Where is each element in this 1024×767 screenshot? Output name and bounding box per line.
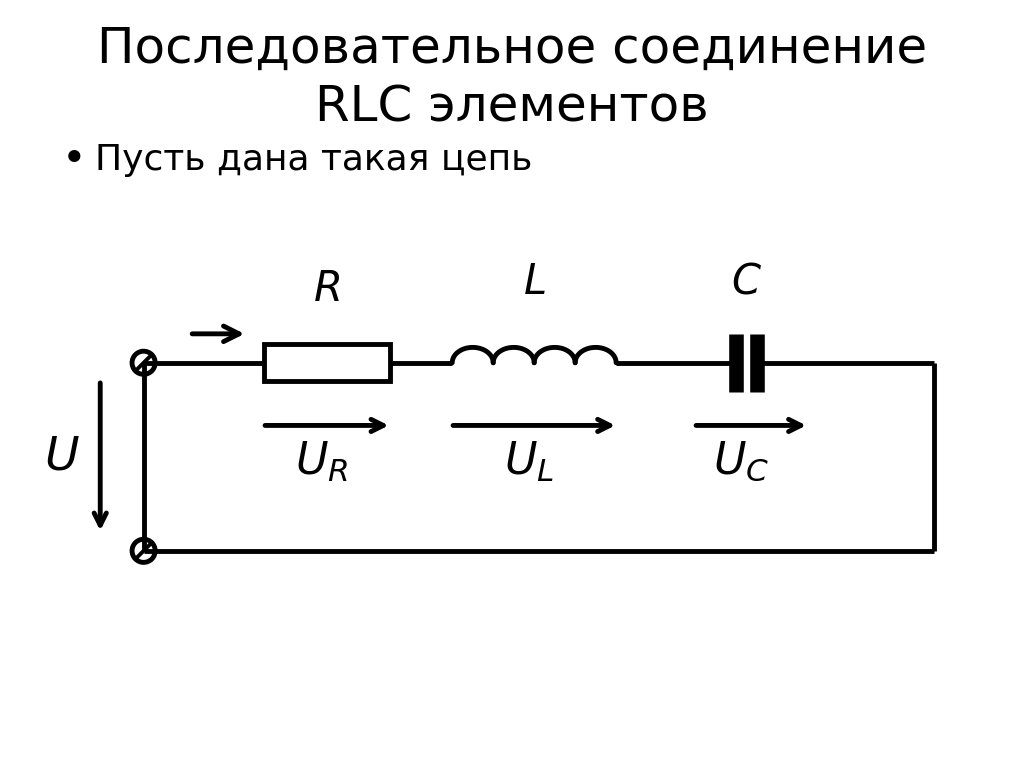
- Text: $U_C$: $U_C$: [714, 440, 770, 483]
- Text: Последовательное соединение: Последовательное соединение: [97, 25, 927, 74]
- Text: $C$: $C$: [731, 261, 762, 303]
- Text: $R$: $R$: [313, 268, 340, 310]
- Bar: [264, 344, 389, 381]
- Text: $L$: $L$: [523, 261, 546, 303]
- Text: •: •: [61, 140, 86, 181]
- Text: $U$: $U$: [44, 434, 80, 479]
- Text: $U_L$: $U_L$: [505, 440, 554, 484]
- Text: $U_R$: $U_R$: [295, 440, 348, 484]
- Text: RLC элементов: RLC элементов: [315, 83, 709, 131]
- Text: Пусть дана такая цепь: Пусть дана такая цепь: [95, 143, 532, 177]
